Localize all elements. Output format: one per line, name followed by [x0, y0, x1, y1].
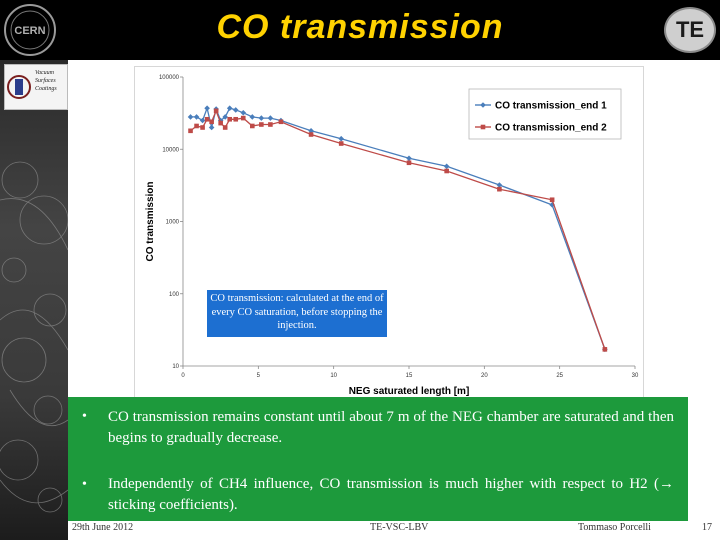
series-2-point — [308, 132, 314, 137]
x-tick-label: 20 — [481, 373, 488, 379]
series-1-point — [187, 114, 194, 120]
footer-date: 29th June 2012 — [72, 522, 134, 533]
series-2-point — [444, 168, 449, 174]
y-tick-label: 10000 — [162, 147, 179, 153]
x-tick-label: 0 — [181, 373, 185, 379]
bullet-marker: • — [82, 477, 87, 492]
x-tick-label: 5 — [257, 373, 261, 379]
series-2-point — [250, 123, 255, 129]
series-2-point — [188, 128, 193, 134]
series-2-point — [278, 119, 284, 125]
series-1-point — [249, 114, 256, 120]
series-1-point — [308, 128, 314, 134]
series-2-point — [549, 197, 555, 203]
slide-header: CERN CO transmission TE — [0, 0, 720, 60]
slide-title: CO transmission — [216, 8, 504, 46]
chart-frame: 10 100 1000 10000 100000 0 5 10 15 20 25 30 CO trans… — [134, 66, 644, 402]
series-1-point — [267, 115, 274, 121]
y-tick-label: 10 — [172, 364, 179, 370]
y-tick-label: 100000 — [159, 75, 180, 81]
co-transmission-chart: 10 100 1000 10000 100000 0 5 10 15 20 25 30 CO trans… — [145, 75, 639, 397]
footer-page-number: 17 — [702, 522, 712, 533]
series-2-point — [194, 123, 199, 129]
series-1-point — [204, 105, 210, 111]
series-1-point — [208, 124, 215, 131]
y-tick-label: 1000 — [166, 220, 180, 226]
series-1-point — [406, 155, 412, 162]
series-2-point — [218, 120, 223, 126]
legend-swatch-marker — [480, 102, 486, 108]
footer-group: TE-VSC-LBV — [370, 522, 429, 533]
legend-entry: CO transmission_end 1 — [495, 101, 607, 112]
series-2-point — [213, 108, 219, 114]
te-logo: TE — [664, 7, 716, 53]
series-2-point — [268, 122, 273, 127]
series-2-point — [259, 122, 264, 127]
series-1-point — [193, 114, 200, 120]
x-tick-label: 10 — [330, 373, 337, 379]
series-2-point — [209, 119, 214, 125]
legend-box — [468, 88, 622, 140]
y-tick-label: 100 — [169, 292, 180, 298]
series-2-point — [222, 125, 228, 130]
decorative-sidebar — [0, 60, 68, 540]
y-axis-label: CO transmission — [145, 181, 156, 261]
series-1-point — [199, 117, 206, 124]
series-2-point — [602, 347, 608, 352]
x-tick-label: 15 — [406, 373, 413, 379]
bullet-text-2: Independently of CH4 influence, CO trans… — [108, 476, 674, 513]
series-1-point — [232, 107, 239, 113]
svg-text:CERN: CERN — [14, 25, 45, 37]
conclusions-box: • CO transmission remains constant until… — [68, 397, 688, 521]
vsc-badge: Vacuum Surfaces Coatings — [4, 64, 68, 110]
series-2-point — [240, 115, 246, 121]
series-2-point — [204, 116, 210, 122]
vsc-logo-icon — [7, 75, 31, 99]
footer-author: Tommaso Porcelli — [578, 522, 651, 533]
series-2-point — [233, 116, 239, 122]
series-1-point — [443, 163, 450, 170]
series-2-point — [338, 141, 344, 146]
particle-tracks-image — [0, 161, 68, 513]
x-tick-label: 25 — [556, 373, 563, 379]
series-1-point — [240, 109, 247, 116]
series-2-point — [200, 125, 205, 130]
vsc-badge-text: Vacuum Surfaces Coatings — [35, 70, 57, 92]
series-1-point — [338, 135, 344, 142]
legend-swatch-marker — [480, 124, 486, 130]
series-1-point — [258, 115, 265, 121]
series-2-point — [406, 160, 412, 166]
x-axis-label: NEG saturated length [m] — [349, 386, 470, 397]
series-1-point — [549, 202, 555, 208]
series-1-point — [226, 105, 233, 111]
x-tick-label: 30 — [632, 373, 639, 379]
chart-annotation: CO transmission: calculated at the end o… — [207, 290, 387, 337]
series-2-point — [227, 116, 233, 122]
series-2-point — [497, 186, 502, 192]
bullet-text-1: CO transmission remains constant until a… — [108, 409, 674, 446]
cern-logo: CERN — [4, 4, 56, 56]
bullet-marker: • — [82, 409, 87, 424]
legend-entry: CO transmission_end 2 — [495, 123, 607, 134]
